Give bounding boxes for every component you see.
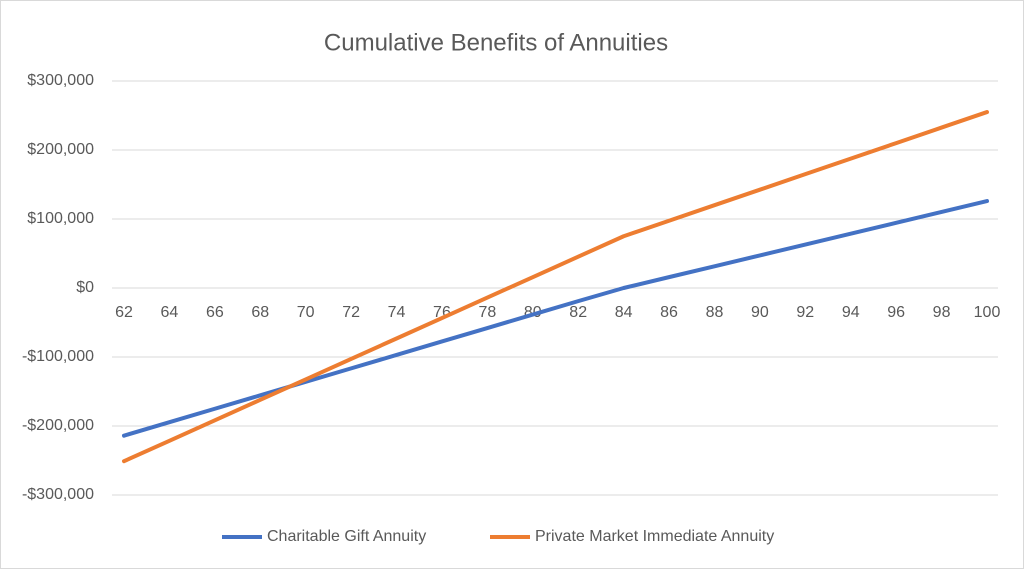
x-tick-label: 90 <box>751 304 769 321</box>
legend-label: Private Market Immediate Annuity <box>535 528 774 545</box>
x-tick-label: 96 <box>887 304 905 321</box>
x-tick-label: 86 <box>660 304 678 321</box>
y-tick-label: $100,000 <box>27 210 94 227</box>
x-tick-label: 68 <box>251 304 269 321</box>
y-tick-label: $0 <box>76 279 94 296</box>
x-tick-label: 98 <box>933 304 951 321</box>
y-tick-label: -$200,000 <box>22 417 94 434</box>
x-tick-label: 100 <box>974 304 1001 321</box>
x-tick-label: 70 <box>297 304 315 321</box>
x-tick-label: 94 <box>842 304 860 321</box>
x-tick-label: 92 <box>796 304 814 321</box>
series-line <box>122 199 989 438</box>
chart-title: Cumulative Benefits of Annuities <box>324 29 668 56</box>
x-tick-label: 88 <box>706 304 724 321</box>
series-line <box>122 110 989 464</box>
x-tick-label: 74 <box>388 304 406 321</box>
y-tick-label: $200,000 <box>27 141 94 158</box>
x-tick-label: 72 <box>342 304 360 321</box>
y-tick-label: $300,000 <box>27 72 94 89</box>
x-tick-label: 64 <box>161 304 179 321</box>
x-tick-label: 66 <box>206 304 224 321</box>
x-tick-label: 62 <box>115 304 133 321</box>
legend-label: Charitable Gift Annuity <box>267 528 426 545</box>
x-tick-label: 84 <box>615 304 633 321</box>
x-tick-label: 78 <box>478 304 496 321</box>
y-tick-label: -$100,000 <box>22 348 94 365</box>
x-tick-label: 82 <box>569 304 587 321</box>
y-tick-label: -$300,000 <box>22 486 94 503</box>
